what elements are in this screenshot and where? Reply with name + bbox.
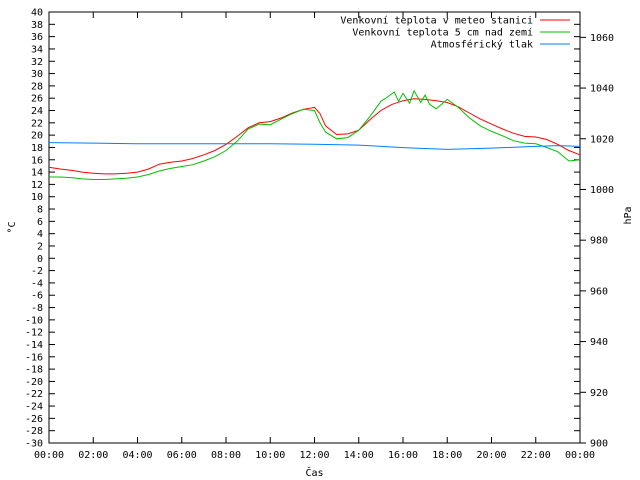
left-tick-label: 6 — [37, 217, 43, 228]
series-line-0 — [48, 98, 581, 175]
series-line-1 — [49, 89, 581, 180]
left-tick-label: -26 — [25, 414, 43, 425]
legend-label: Venkovní teplota 5 cm nad zemí — [352, 27, 533, 39]
left-tick-label: 40 — [31, 8, 43, 19]
left-tick-label: -14 — [25, 340, 43, 351]
left-tick-label: 26 — [31, 94, 43, 105]
left-tick-label: -10 — [25, 315, 43, 326]
left-tick-label: 14 — [31, 168, 43, 179]
series-layer — [48, 89, 581, 180]
left-tick-label: 20 — [31, 131, 43, 142]
x-tick-label: 08:00 — [211, 450, 241, 461]
x-axis: 00:00 02:00 04:00 06:00 08:00 10:00 12:00 14:00… — [34, 12, 595, 461]
left-tick-label: -30 — [25, 439, 43, 450]
x-axis-title: Čas — [305, 466, 323, 479]
left-tick-label: -8 — [31, 303, 43, 314]
left-tick-label: -28 — [25, 426, 43, 437]
left-tick-label: 34 — [31, 44, 43, 55]
right-tick-label: 980 — [590, 236, 608, 247]
left-tick-label: 8 — [37, 205, 43, 216]
right-axis: 1060 1040 1020 1000 980 960 940 920 900 — [580, 33, 614, 450]
left-tick-label: 4 — [37, 229, 43, 240]
right-tick-label: 960 — [590, 286, 608, 297]
x-tick-label: 16:00 — [388, 450, 418, 461]
right-tick-label: 1040 — [590, 84, 614, 95]
series-line-2 — [48, 142, 581, 150]
x-tick-label: 00:00 — [565, 450, 595, 461]
left-tick-label: -2 — [31, 266, 43, 277]
right-tick-label: 920 — [590, 388, 608, 399]
right-tick-label: 900 — [590, 439, 608, 450]
left-tick-label: -24 — [25, 402, 43, 413]
left-tick-label: 36 — [31, 32, 43, 43]
x-tick-label: 06:00 — [167, 450, 197, 461]
left-axis-title: °C — [7, 221, 18, 233]
x-tick-label: 10:00 — [255, 450, 285, 461]
left-tick-label: 28 — [31, 81, 43, 92]
right-tick-label: 940 — [590, 337, 608, 348]
left-tick-label: 18 — [31, 143, 43, 154]
left-tick-label: 16 — [31, 155, 43, 166]
x-tick-label: 04:00 — [122, 450, 152, 461]
left-axis: 4038363432302826242220181614121086420-2-… — [25, 8, 580, 450]
right-axis-title: hPa — [623, 206, 634, 224]
left-tick-label: 30 — [31, 69, 43, 80]
right-tick-label: 1020 — [590, 134, 614, 145]
right-tick-label: 1060 — [590, 33, 614, 44]
left-tick-label: -4 — [31, 278, 43, 289]
left-tick-label: -12 — [25, 328, 43, 339]
x-tick-label: 12:00 — [299, 450, 329, 461]
left-tick-label: 22 — [31, 118, 43, 129]
left-tick-label: 0 — [37, 254, 43, 265]
legend-label: Atmosférický tlak — [431, 39, 533, 51]
left-tick-label: -16 — [25, 352, 43, 363]
legend: Venkovní teplota v meteo staniciVenkovní… — [340, 15, 570, 51]
left-tick-label: -22 — [25, 389, 43, 400]
x-tick-label: 22:00 — [521, 450, 551, 461]
plot-frame — [48, 11, 581, 444]
left-tick-label: 10 — [31, 192, 43, 203]
left-tick-label: 32 — [31, 57, 43, 68]
x-tick-label: 02:00 — [78, 450, 108, 461]
left-tick-label: 2 — [37, 241, 43, 252]
right-tick-label: 1000 — [590, 185, 614, 196]
x-tick-label: 00:00 — [34, 450, 64, 461]
x-tick-label: 20:00 — [476, 450, 506, 461]
x-tick-label: 18:00 — [432, 450, 462, 461]
left-tick-label: 38 — [31, 20, 43, 31]
left-tick-label: 12 — [31, 180, 43, 191]
x-tick-label: 14:00 — [344, 450, 374, 461]
left-tick-label: -6 — [31, 291, 43, 302]
legend-label: Venkovní teplota v meteo stanici — [340, 15, 533, 27]
left-tick-label: -20 — [25, 377, 43, 388]
left-tick-label: 24 — [31, 106, 43, 117]
left-tick-label: -18 — [25, 365, 43, 376]
